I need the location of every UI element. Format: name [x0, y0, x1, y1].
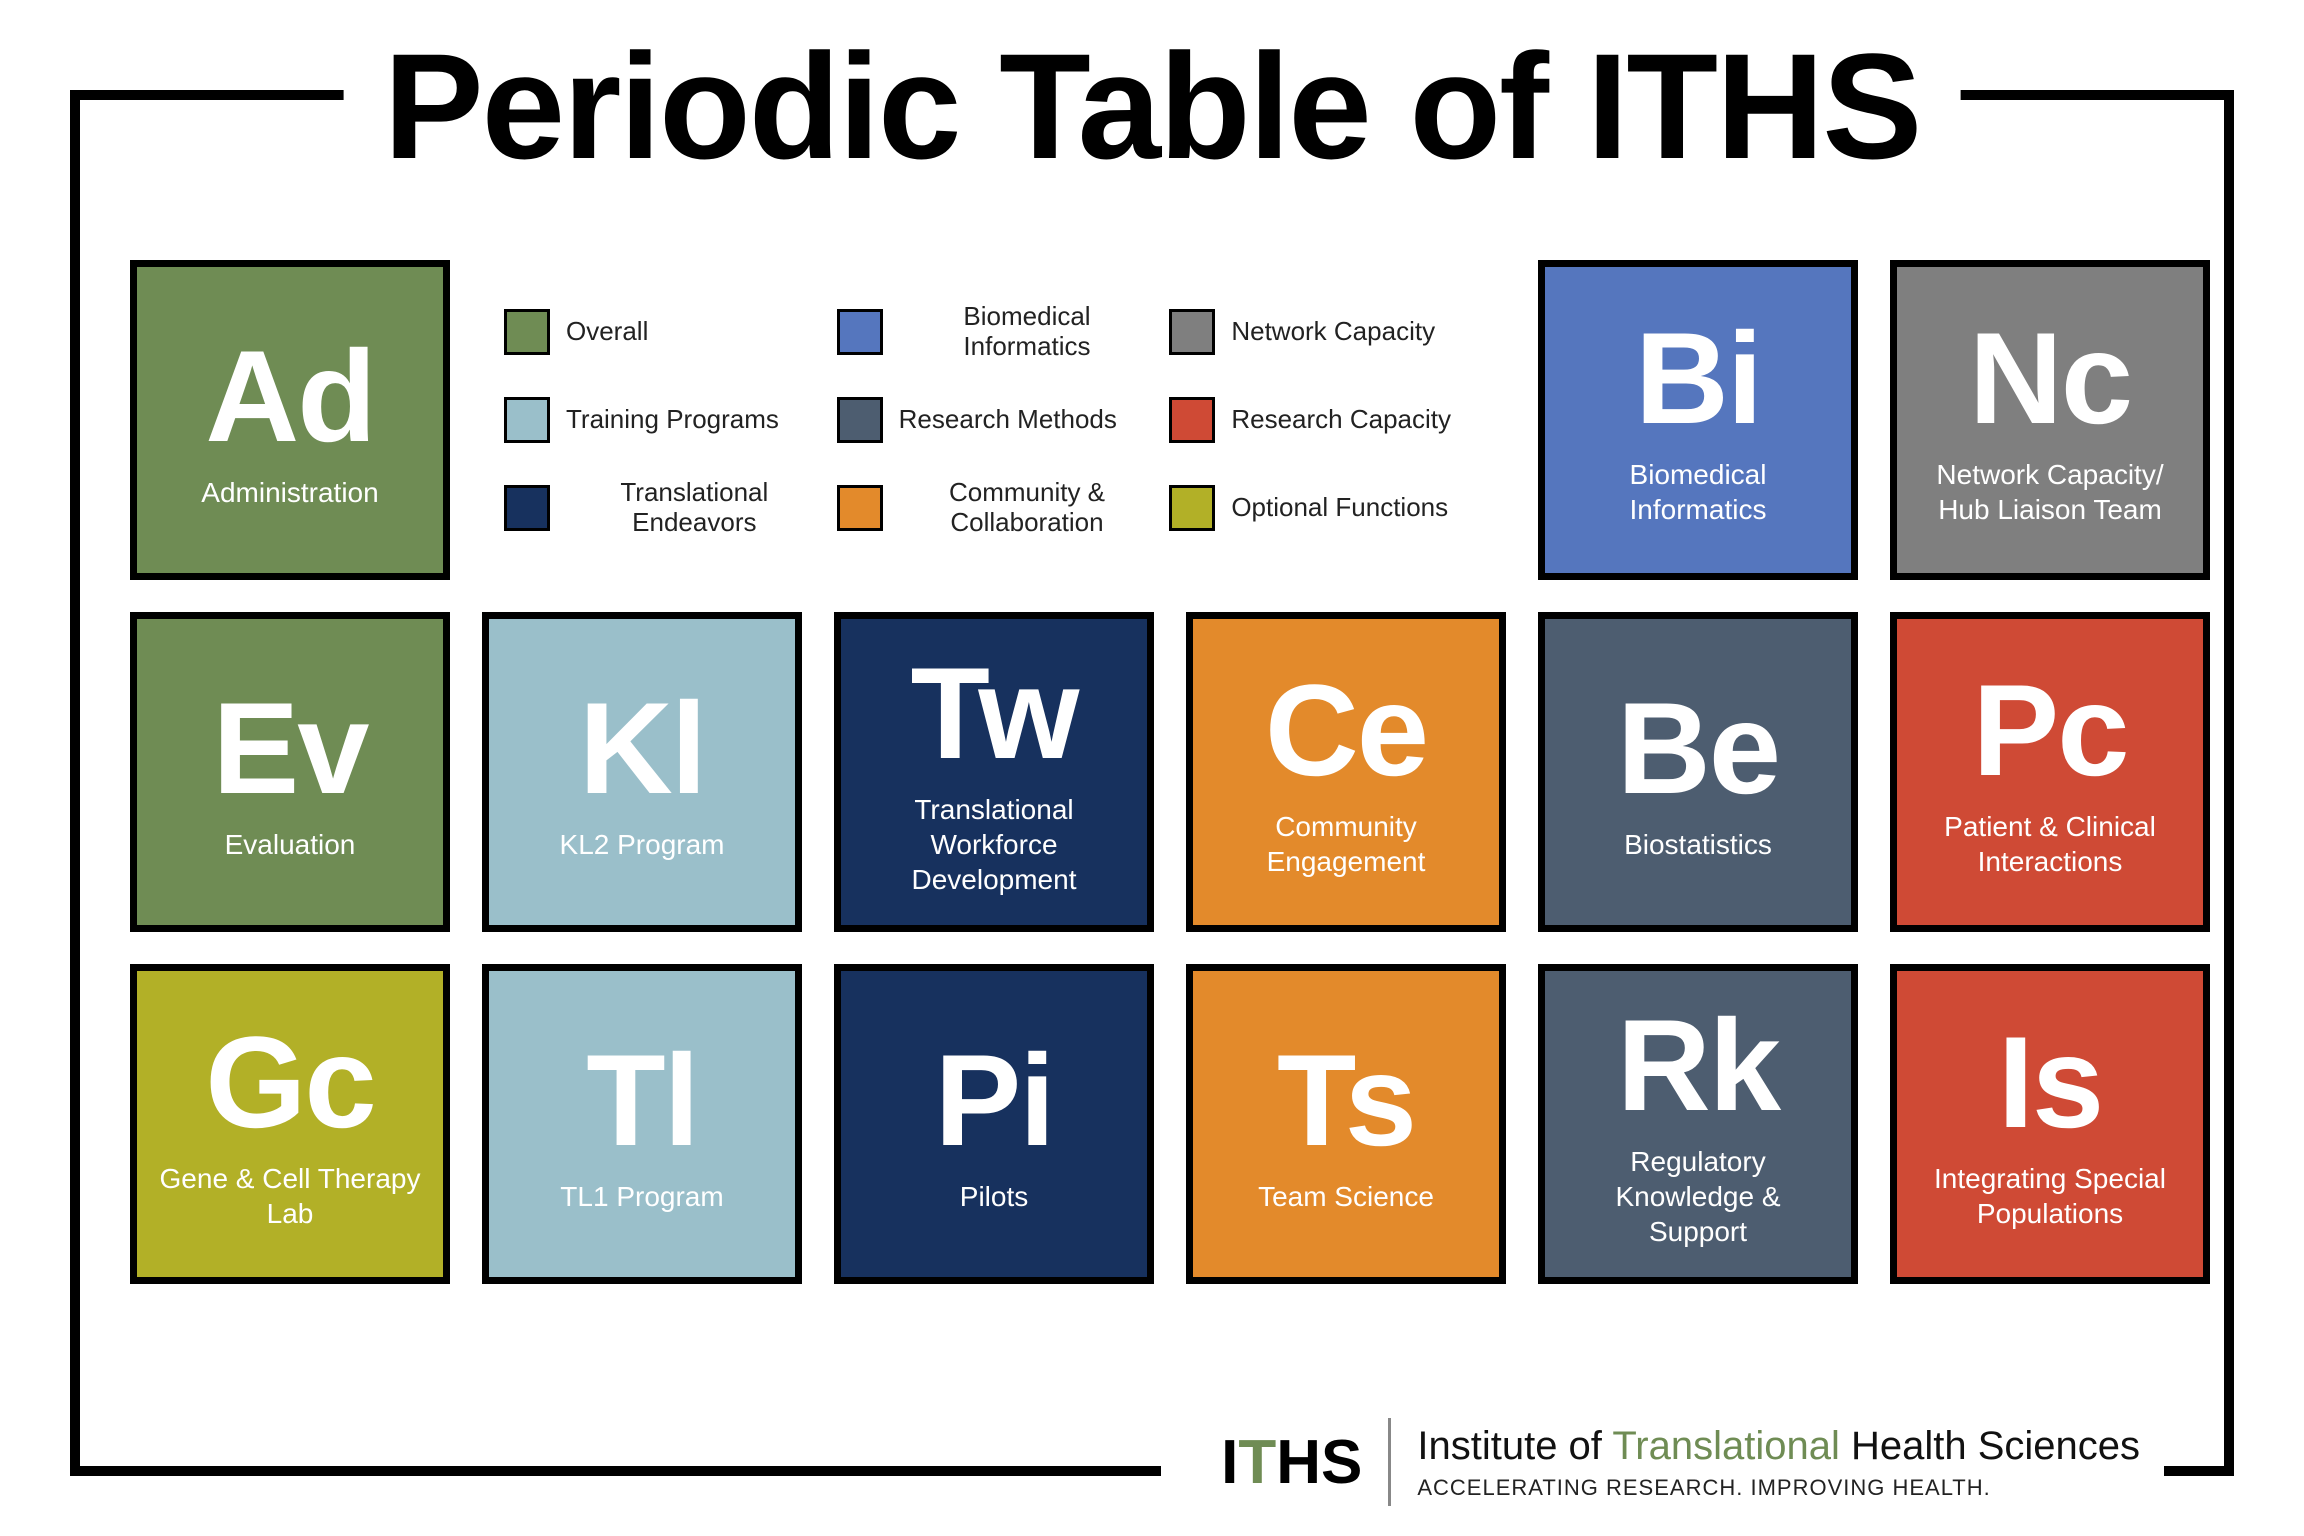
legend-swatch	[837, 397, 883, 443]
legend-item: Community & Collaboration	[837, 470, 1156, 546]
element-symbol: Pc	[1972, 665, 2127, 795]
legend-swatch	[504, 397, 550, 443]
legend-swatch	[504, 485, 550, 531]
element-cell: Bi Biomedical Informatics	[1538, 260, 1858, 580]
legend-swatch	[837, 309, 883, 355]
element-label: KL2 Program	[560, 827, 725, 862]
element-cell: Gc Gene & Cell Therapy Lab	[130, 964, 450, 1284]
element-symbol: Gc	[205, 1017, 374, 1147]
footer-divider	[1388, 1418, 1391, 1506]
footer-institution-name: Institute of Translational Health Scienc…	[1417, 1424, 2140, 1469]
element-cell: Be Biostatistics	[1538, 612, 1858, 932]
legend-label: Optional Functions	[1231, 493, 1448, 523]
element-symbol: Pi	[935, 1035, 1054, 1165]
element-label: Biomedical Informatics	[1563, 457, 1833, 527]
legend-label: Network Capacity	[1231, 317, 1435, 347]
legend: Overall Biomedical Informatics Network Cap…	[500, 274, 1488, 566]
legend-item: Optional Functions	[1169, 470, 1488, 546]
element-label: Pilots	[960, 1179, 1028, 1214]
legend-swatch	[1169, 309, 1215, 355]
element-label: Patient & Clinical Interactions	[1915, 809, 2185, 879]
footer: ITHS Institute of Translational Health S…	[1161, 1410, 2164, 1514]
footer-text: Institute of Translational Health Scienc…	[1417, 1424, 2140, 1501]
legend-item: Translational Endeavors	[504, 470, 823, 546]
element-symbol: Ad	[205, 331, 374, 461]
element-symbol: Rk	[1617, 1000, 1779, 1130]
legend-label: Biomedical Informatics	[899, 302, 1156, 362]
element-symbol: Bi	[1635, 313, 1761, 443]
element-cell: Ad Administration	[130, 260, 450, 580]
footer-logo: ITHS	[1221, 1427, 1362, 1498]
element-cell: Pi Pilots	[834, 964, 1154, 1284]
footer-tagline: ACCELERATING RESEARCH. IMPROVING HEALTH.	[1417, 1475, 2140, 1501]
legend-item: Biomedical Informatics	[837, 294, 1156, 370]
legend-label: Translational Endeavors	[566, 478, 823, 538]
element-cell: Rk Regulatory Knowledge & Support	[1538, 964, 1858, 1284]
element-symbol: Tl	[586, 1035, 698, 1165]
legend-container: Overall Biomedical Informatics Network Cap…	[482, 260, 1506, 580]
element-label: TL1 Program	[560, 1179, 723, 1214]
element-label: Administration	[201, 475, 378, 510]
element-label: Community Engagement	[1211, 809, 1481, 879]
legend-item: Training Programs	[504, 382, 823, 458]
legend-label: Community & Collaboration	[899, 478, 1156, 538]
element-symbol: Is	[1998, 1017, 2102, 1147]
element-symbol: Ce	[1265, 665, 1427, 795]
legend-swatch	[504, 309, 550, 355]
element-symbol: Be	[1617, 683, 1779, 813]
legend-swatch	[837, 485, 883, 531]
element-label: Team Science	[1258, 1179, 1434, 1214]
page-title: Periodic Table of ITHS	[384, 20, 1921, 193]
legend-label: Overall	[566, 317, 648, 347]
legend-label: Research Capacity	[1231, 405, 1451, 435]
legend-swatch	[1169, 397, 1215, 443]
element-label: Gene & Cell Therapy Lab	[155, 1161, 425, 1231]
canvas: Periodic Table of ITHS Ad Administration O…	[0, 0, 2304, 1536]
element-cell: Nc Network Capacity/ Hub Liaison Team	[1890, 260, 2210, 580]
element-cell: Ce Community Engagement	[1186, 612, 1506, 932]
element-symbol: Kl	[579, 683, 705, 813]
element-label: Network Capacity/ Hub Liaison Team	[1915, 457, 2185, 527]
element-cell: Ts Team Science	[1186, 964, 1506, 1284]
periodic-grid: Ad Administration Overall Biomedical Inform…	[130, 260, 2210, 1284]
legend-item: Research Methods	[837, 382, 1156, 458]
legend-label: Training Programs	[566, 405, 779, 435]
element-label: Translational Workforce Development	[859, 792, 1129, 897]
legend-swatch	[1169, 485, 1215, 531]
element-label: Regulatory Knowledge & Support	[1563, 1144, 1833, 1249]
element-cell: Pc Patient & Clinical Interactions	[1890, 612, 2210, 932]
element-symbol: Tw	[911, 648, 1078, 778]
element-label: Evaluation	[225, 827, 356, 862]
title-container: Periodic Table of ITHS	[344, 20, 1961, 193]
element-cell: Tl TL1 Program	[482, 964, 802, 1284]
legend-item: Overall	[504, 294, 823, 370]
element-cell: Kl KL2 Program	[482, 612, 802, 932]
element-cell: Tw Translational Workforce Development	[834, 612, 1154, 932]
element-cell: Is Integrating Special Populations	[1890, 964, 2210, 1284]
legend-item: Research Capacity	[1169, 382, 1488, 458]
legend-label: Research Methods	[899, 405, 1117, 435]
element-symbol: Nc	[1969, 313, 2131, 443]
element-symbol: Ts	[1277, 1035, 1415, 1165]
element-cell: Ev Evaluation	[130, 612, 450, 932]
legend-item: Network Capacity	[1169, 294, 1488, 370]
element-symbol: Ev	[212, 683, 367, 813]
element-label: Biostatistics	[1624, 827, 1772, 862]
element-label: Integrating Special Populations	[1915, 1161, 2185, 1231]
